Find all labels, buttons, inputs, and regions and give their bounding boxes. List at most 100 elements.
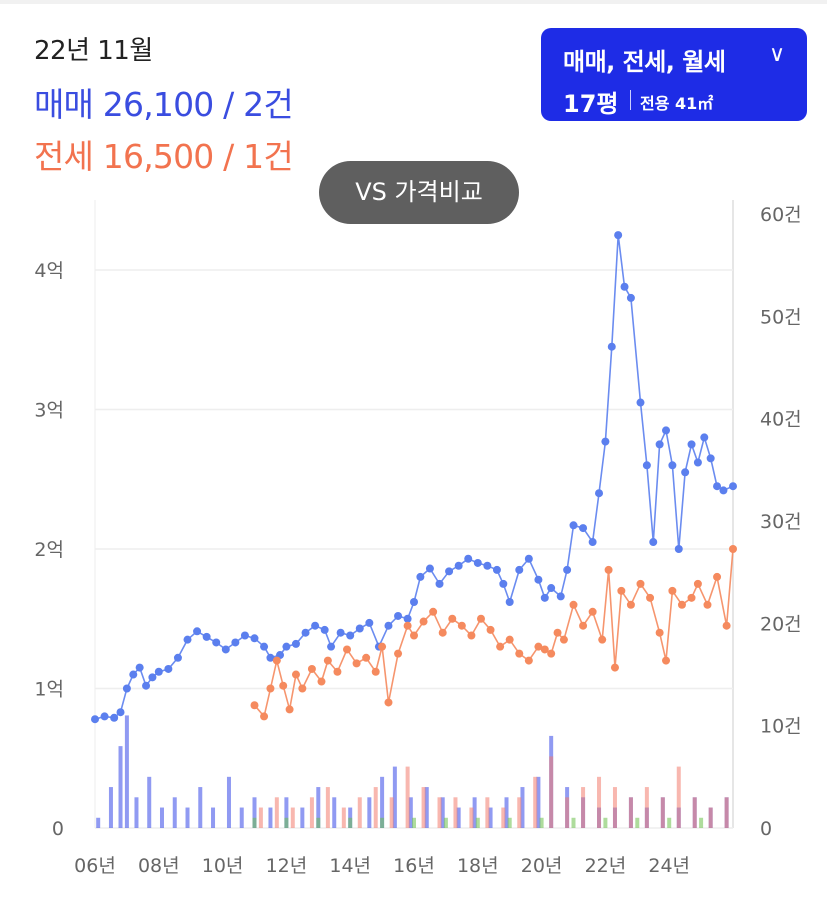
- data-point: [636, 579, 645, 588]
- data-point: [668, 461, 677, 470]
- data-point: [135, 663, 144, 672]
- data-point: [719, 486, 728, 495]
- x-tick: 24년: [648, 855, 690, 877]
- data-point: [116, 708, 125, 717]
- data-point: [454, 561, 463, 570]
- volume-bar: [472, 797, 477, 828]
- data-point: [713, 572, 722, 581]
- volume-bar: [412, 817, 416, 828]
- data-point: [655, 628, 664, 637]
- x-tick: 12년: [266, 855, 308, 877]
- data-point: [419, 617, 428, 626]
- data-point: [601, 437, 610, 446]
- area-label: 전용 41㎡: [640, 94, 714, 113]
- vs-price-compare-button[interactable]: VS 가격비교: [319, 161, 519, 224]
- volume-bar: [226, 776, 231, 828]
- data-point: [240, 631, 249, 640]
- volume-bar: [581, 787, 586, 828]
- data-point: [438, 628, 447, 637]
- volume-bar: [485, 797, 490, 828]
- volume-bar: [380, 776, 385, 828]
- volume-bar: [424, 787, 429, 828]
- data-point: [483, 561, 492, 570]
- data-point: [425, 564, 434, 573]
- volume-bar: [536, 776, 541, 828]
- volume-bar: [211, 807, 216, 828]
- data-point: [626, 293, 635, 302]
- x-tick: 22년: [585, 855, 627, 877]
- data-point: [486, 625, 495, 634]
- data-point: [193, 627, 202, 636]
- x-tick: 18년: [457, 855, 499, 877]
- data-point: [620, 282, 629, 291]
- data-point: [540, 645, 549, 654]
- volume-bar: [357, 797, 362, 828]
- data-point: [183, 635, 192, 644]
- volume-bar: [316, 787, 321, 828]
- x-tick: 06년: [74, 855, 116, 877]
- data-point: [604, 565, 613, 574]
- data-point: [588, 607, 597, 616]
- volume-bar: [644, 787, 649, 828]
- data-point: [706, 454, 715, 463]
- data-point: [336, 628, 345, 637]
- selected-month: 22년 11월: [34, 36, 153, 66]
- data-point: [649, 538, 658, 547]
- volume-bar: [469, 807, 474, 828]
- volume-bar: [252, 797, 257, 828]
- volume-bar: [676, 766, 681, 828]
- y-right-tick: 10건: [760, 716, 802, 738]
- data-point: [547, 649, 556, 658]
- volume-bar: [405, 766, 410, 828]
- data-point: [250, 701, 259, 710]
- data-point: [687, 593, 696, 602]
- volume-bar: [692, 797, 697, 828]
- volume-bar: [504, 797, 509, 828]
- volume-bar: [185, 807, 190, 828]
- volume-bar: [549, 756, 554, 828]
- volume-bar: [628, 797, 633, 828]
- x-tick: 20년: [521, 855, 563, 877]
- volume-bar: [699, 817, 704, 828]
- volume-bar: [198, 787, 203, 828]
- deal-type-filter-button[interactable]: 매매, 전세, 월세 ∨ 17평 전용 41㎡: [541, 28, 807, 121]
- volume-bar: [708, 807, 713, 828]
- x-tick: 16년: [393, 855, 435, 877]
- volume-bar: [172, 797, 177, 828]
- data-point: [556, 592, 565, 601]
- data-point: [221, 645, 230, 654]
- data-point: [291, 670, 300, 679]
- volume-bar: [392, 766, 397, 828]
- data-point: [142, 681, 151, 690]
- data-point: [410, 598, 418, 607]
- data-point: [722, 621, 731, 630]
- data-point: [320, 625, 329, 634]
- data-point: [291, 639, 300, 648]
- data-point: [279, 681, 288, 690]
- volume-bar: [258, 807, 263, 828]
- data-point: [260, 712, 269, 721]
- y-left-tick: 2억: [34, 539, 64, 561]
- data-point: [681, 468, 690, 477]
- data-point: [100, 712, 109, 721]
- y-right-tick: 0: [760, 818, 772, 840]
- volume-bar: [284, 817, 289, 828]
- data-point: [662, 426, 671, 435]
- data-point: [231, 638, 240, 647]
- volume-bar: [603, 817, 608, 828]
- data-point: [410, 631, 418, 640]
- series-line: [253, 548, 734, 719]
- data-point: [713, 482, 722, 491]
- data-point: [282, 642, 291, 651]
- volume-bar: [341, 807, 346, 828]
- deal-types-label: 매매, 전세, 월세: [563, 48, 726, 76]
- data-point: [505, 635, 514, 644]
- data-point: [173, 653, 182, 662]
- data-point: [362, 653, 371, 662]
- volume-bar: [517, 797, 522, 828]
- volume-bar: [667, 817, 672, 828]
- volume-bar: [571, 817, 576, 828]
- data-point: [384, 698, 393, 707]
- data-point: [384, 621, 393, 630]
